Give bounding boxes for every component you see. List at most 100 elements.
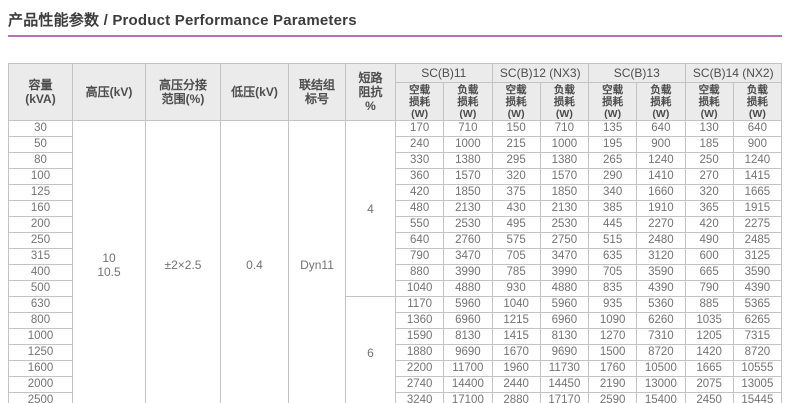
loss-value-cell: 640 — [636, 120, 686, 137]
loss-value-cell: 1090 — [587, 312, 638, 329]
table-row: 400 880 3990 785 3990 705 3590 665 3590 — [8, 264, 783, 281]
loss-value-cell: 550 — [394, 216, 445, 233]
impedance-cell: 4 — [345, 120, 396, 297]
loss-value-cell: 295 — [491, 152, 541, 169]
loss-value-cell: 1670 — [491, 344, 541, 361]
group-header-scb12: SC(B)12 (NX3) — [491, 63, 589, 83]
loss-value-cell: 215 — [491, 136, 541, 153]
loss-value-cell: 1240 — [732, 152, 783, 169]
col-header-tap-range: 高压分接 范围(%) — [145, 63, 221, 121]
capacity-cell: 250 — [8, 232, 73, 249]
loss-value-cell: 900 — [732, 136, 783, 153]
loss-value-cell: 15445 — [732, 392, 783, 403]
loss-value-cell: 2130 — [443, 200, 493, 217]
loss-value-cell: 1040 — [491, 296, 541, 313]
loss-value-cell: 705 — [587, 264, 638, 281]
loss-value-cell: 2480 — [636, 232, 686, 249]
capacity-cell: 1250 — [8, 344, 73, 361]
capacity-cell: 2000 — [8, 376, 73, 393]
loss-value-cell: 250 — [684, 152, 734, 169]
loss-value-cell: 1380 — [539, 152, 590, 169]
loss-value-cell: 1240 — [636, 152, 686, 169]
loss-value-cell: 5960 — [539, 296, 590, 313]
capacity-cell: 500 — [8, 280, 73, 297]
loss-value-cell: 8130 — [443, 328, 493, 345]
group-header-scb13: SC(B)13 — [588, 63, 686, 83]
capacity-cell: 800 — [8, 312, 73, 329]
loss-value-cell: 2530 — [443, 216, 493, 233]
loss-value-cell: 575 — [491, 232, 541, 249]
loss-value-cell: 5365 — [732, 296, 783, 313]
loss-value-cell: 3990 — [539, 264, 590, 281]
loss-value-cell: 1910 — [636, 200, 686, 217]
loss-value-cell: 17170 — [539, 392, 590, 403]
loss-value-cell: 13000 — [636, 376, 686, 393]
loss-value-cell: 2270 — [636, 216, 686, 233]
loss-value-cell: 2485 — [732, 232, 783, 249]
loss-value-cell: 320 — [684, 184, 734, 201]
col-header-impedance: 短路 阻抗 % — [345, 63, 396, 121]
loss-value-cell: 270 — [684, 168, 734, 185]
loss-value-cell: 13005 — [732, 376, 783, 393]
col-header-capacity: 容量 (kVA) — [8, 63, 73, 121]
loss-value-cell: 385 — [587, 200, 638, 217]
loss-value-cell: 420 — [684, 216, 734, 233]
loss-value-cell: 1205 — [684, 328, 734, 345]
loss-value-cell: 8130 — [539, 328, 590, 345]
col-header-hv: 高压(kV) — [72, 63, 146, 121]
loss-value-cell: 1380 — [443, 152, 493, 169]
loss-value-cell: 11700 — [443, 360, 493, 377]
table-body: 30 10 10.5 ±2×2.5 0.4 Dyn11 4 170 710 150 710 135 6… — [8, 120, 783, 403]
loss-value-cell: 2740 — [394, 376, 445, 393]
loss-value-cell: 420 — [394, 184, 445, 201]
table-row: 2500 3240 17100 2880 17170 2590 15400 2450 15445 — [8, 392, 783, 403]
loss-value-cell: 2130 — [539, 200, 590, 217]
table-row: 800 1360 6960 1215 6960 1090 6260 1035 6265 — [8, 312, 783, 329]
sub-header-row: 空载 损耗 (W) 负载 损耗 (W) 空载 损耗 (W) 负载 损耗 (W) … — [9, 82, 783, 121]
sub-header-scb12-no-load-loss: 空载 损耗 (W) — [491, 82, 541, 121]
tap-range-cell: ±2×2.5 — [145, 120, 221, 403]
loss-value-cell: 330 — [394, 152, 445, 169]
table-row: 1250 1880 9690 1670 9690 1500 8720 1420 8720 — [8, 344, 783, 361]
loss-value-cell: 1850 — [539, 184, 590, 201]
hv-cell: 10 10.5 — [72, 120, 146, 403]
loss-value-cell: 1850 — [443, 184, 493, 201]
loss-value-cell: 6260 — [636, 312, 686, 329]
loss-value-cell: 790 — [394, 248, 445, 265]
loss-value-cell: 15400 — [636, 392, 686, 403]
loss-value-cell: 885 — [684, 296, 734, 313]
loss-value-cell: 5360 — [636, 296, 686, 313]
loss-value-cell: 445 — [587, 216, 638, 233]
col-header-vector-group: 联结组 标号 — [288, 63, 346, 121]
performance-parameters-table: 容量 (kVA) 高压(kV) 高压分接 范围(%) 低压(kV) 联结组 标号… — [8, 63, 783, 403]
col-header-lv: 低压(kV) — [220, 63, 289, 121]
loss-value-cell: 8720 — [636, 344, 686, 361]
loss-value-cell: 365 — [684, 200, 734, 217]
loss-value-cell: 1665 — [684, 360, 734, 377]
loss-value-cell: 6960 — [539, 312, 590, 329]
loss-value-cell: 430 — [491, 200, 541, 217]
table-row: 2000 2740 14400 2440 14450 2190 13000 2075 13005 — [8, 376, 783, 393]
loss-value-cell: 150 — [491, 120, 541, 137]
loss-value-cell: 2275 — [732, 216, 783, 233]
loss-value-cell: 14400 — [443, 376, 493, 393]
table-row: 1600 2200 11700 1960 11730 1760 10500 1665 10555 — [8, 360, 783, 377]
loss-value-cell: 490 — [684, 232, 734, 249]
capacity-cell: 80 — [8, 152, 73, 169]
loss-value-cell: 1270 — [587, 328, 638, 345]
loss-value-cell: 640 — [394, 232, 445, 249]
loss-value-cell: 10500 — [636, 360, 686, 377]
loss-value-cell: 320 — [491, 168, 541, 185]
loss-value-cell: 2590 — [587, 392, 638, 403]
table-row: 125 420 1850 375 1850 340 1660 320 1665 — [8, 184, 783, 201]
lv-cell: 0.4 — [220, 120, 289, 403]
title-underline — [8, 35, 782, 37]
loss-value-cell: 1035 — [684, 312, 734, 329]
loss-value-cell: 1660 — [636, 184, 686, 201]
capacity-cell: 1600 — [8, 360, 73, 377]
loss-value-cell: 1500 — [587, 344, 638, 361]
loss-value-cell: 7310 — [636, 328, 686, 345]
page-title-separator: / — [99, 12, 113, 29]
loss-value-cell: 2440 — [491, 376, 541, 393]
